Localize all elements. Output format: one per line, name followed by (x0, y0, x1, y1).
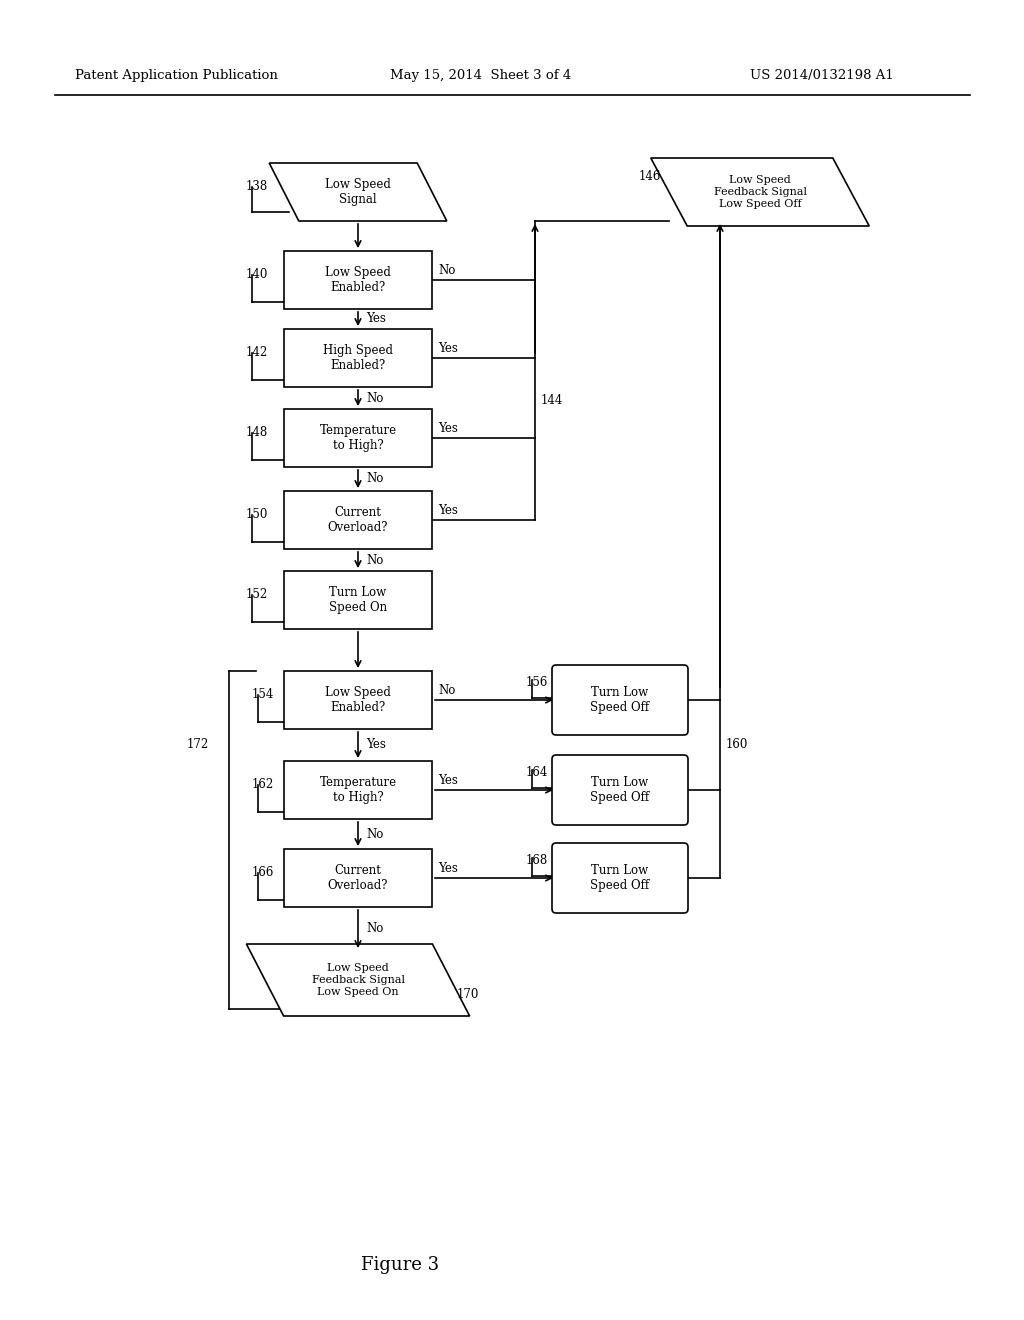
Text: 152: 152 (246, 589, 268, 602)
FancyBboxPatch shape (552, 843, 688, 913)
Text: 148: 148 (246, 426, 268, 440)
Text: 166: 166 (252, 866, 274, 879)
Text: 170: 170 (457, 989, 479, 1002)
FancyBboxPatch shape (552, 755, 688, 825)
Text: 168: 168 (526, 854, 548, 866)
Text: Turn Low
Speed On: Turn Low Speed On (329, 586, 387, 614)
Text: Low Speed
Feedback Signal
Low Speed On: Low Speed Feedback Signal Low Speed On (311, 964, 404, 997)
Text: 146: 146 (639, 170, 662, 183)
Text: Figure 3: Figure 3 (360, 1257, 439, 1274)
Text: Low Speed
Enabled?: Low Speed Enabled? (325, 686, 391, 714)
Polygon shape (651, 158, 869, 226)
Text: Low Speed
Enabled?: Low Speed Enabled? (325, 267, 391, 294)
Text: No: No (366, 923, 383, 936)
Text: Yes: Yes (366, 313, 386, 326)
Polygon shape (269, 162, 446, 220)
Text: Turn Low
Speed Off: Turn Low Speed Off (591, 865, 649, 892)
FancyBboxPatch shape (284, 329, 432, 387)
Text: No: No (366, 473, 383, 486)
Text: No: No (366, 392, 383, 404)
Text: Temperature
to High?: Temperature to High? (319, 776, 396, 804)
Text: No: No (438, 684, 456, 697)
FancyBboxPatch shape (552, 665, 688, 735)
FancyBboxPatch shape (284, 491, 432, 549)
Text: Turn Low
Speed Off: Turn Low Speed Off (591, 686, 649, 714)
Text: 156: 156 (526, 676, 549, 689)
Text: 154: 154 (252, 689, 274, 701)
FancyBboxPatch shape (284, 671, 432, 729)
Text: Current
Overload?: Current Overload? (328, 865, 388, 892)
Text: 172: 172 (186, 738, 209, 751)
Text: Yes: Yes (438, 342, 458, 355)
Text: 150: 150 (246, 508, 268, 521)
FancyBboxPatch shape (284, 849, 432, 907)
Text: Yes: Yes (438, 774, 458, 787)
Polygon shape (247, 944, 470, 1016)
Text: 138: 138 (246, 181, 268, 194)
Text: 142: 142 (246, 346, 268, 359)
Text: Yes: Yes (438, 421, 458, 434)
FancyBboxPatch shape (284, 572, 432, 630)
Text: 160: 160 (726, 738, 749, 751)
FancyBboxPatch shape (284, 409, 432, 467)
Text: 162: 162 (252, 779, 274, 792)
Text: No: No (438, 264, 456, 276)
Text: High Speed
Enabled?: High Speed Enabled? (323, 345, 393, 372)
Text: US 2014/0132198 A1: US 2014/0132198 A1 (750, 69, 894, 82)
Text: Yes: Yes (366, 738, 386, 751)
Text: Yes: Yes (438, 503, 458, 516)
Text: 140: 140 (246, 268, 268, 281)
Text: 144: 144 (541, 393, 563, 407)
Text: May 15, 2014  Sheet 3 of 4: May 15, 2014 Sheet 3 of 4 (390, 69, 571, 82)
Text: Patent Application Publication: Patent Application Publication (75, 69, 278, 82)
Text: Low Speed
Signal: Low Speed Signal (325, 178, 391, 206)
FancyBboxPatch shape (284, 762, 432, 818)
Text: No: No (366, 828, 383, 841)
FancyBboxPatch shape (284, 251, 432, 309)
Text: Yes: Yes (438, 862, 458, 874)
Text: Turn Low
Speed Off: Turn Low Speed Off (591, 776, 649, 804)
Text: 164: 164 (526, 766, 549, 779)
Text: No: No (366, 553, 383, 566)
Text: Low Speed
Feedback Signal
Low Speed Off: Low Speed Feedback Signal Low Speed Off (714, 176, 807, 209)
Text: Temperature
to High?: Temperature to High? (319, 424, 396, 451)
Text: Current
Overload?: Current Overload? (328, 506, 388, 535)
